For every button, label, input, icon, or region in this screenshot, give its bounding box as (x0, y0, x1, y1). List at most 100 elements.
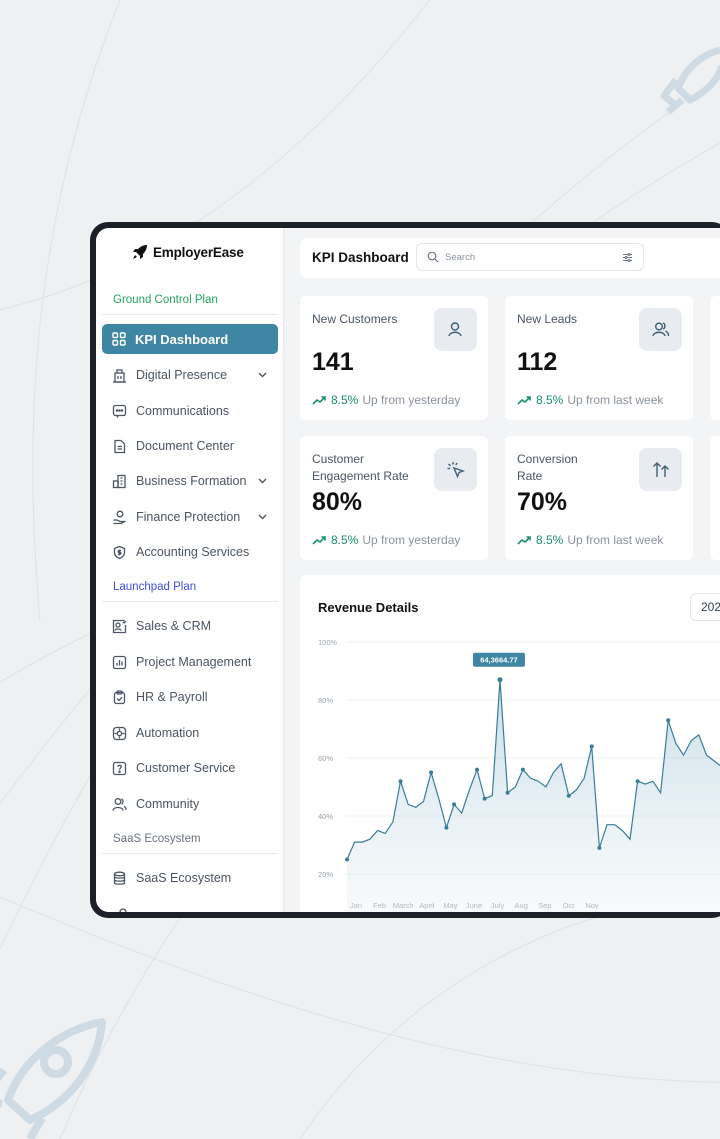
section-divider (102, 601, 278, 602)
revenue-chart: 100%80%60%40%20%JanFebMarchAprilMayJuneJ… (318, 638, 720, 912)
y-tick-label: 40% (318, 812, 333, 821)
kpi-trend-note: Up from yesterday (362, 393, 461, 407)
filter-icon[interactable] (622, 252, 633, 263)
kpi-card-partial[interactable] (710, 296, 720, 420)
data-point (635, 779, 640, 784)
database-icon (113, 871, 126, 885)
chart-title: Revenue Details (318, 600, 419, 615)
data-point (345, 857, 349, 862)
kpi-trend: 8.5% Up from yesterday (312, 533, 460, 547)
kpi-value: 112 (517, 348, 558, 376)
data-point (475, 767, 480, 772)
sidebar-item-label: KPI Dashboard (135, 331, 229, 347)
contact-card-icon (112, 619, 127, 633)
sidebar-item-label: Community (136, 797, 200, 811)
arrows-up-icon (639, 448, 682, 491)
sidebar-item-label: Accounting Services (136, 545, 250, 559)
data-point (444, 825, 449, 830)
data-point (452, 802, 457, 807)
kpi-trend: 8.5% Up from last week (517, 393, 663, 407)
rocket-illustration-top (660, 46, 720, 115)
brand-logo[interactable]: EmployerEase (132, 242, 244, 262)
highlight-point (497, 677, 503, 683)
chevron-down-icon[interactable] (257, 511, 268, 522)
kpi-trend-percent: 8.5% (331, 393, 359, 407)
sidebar-item-automation[interactable]: Automation (102, 718, 278, 748)
office-icon (112, 474, 126, 488)
search-box[interactable] (416, 243, 644, 271)
rocket-icon (133, 245, 147, 259)
sidebar-item-label: Automation (136, 726, 200, 740)
sidebar-item-label: Document Center (136, 439, 234, 453)
sidebar-item-accounting-services[interactable]: Accounting Services (102, 537, 278, 567)
cog-icon (112, 726, 127, 740)
kpi-card-conversion-rate[interactable]: Conversion Rate 70% 8.5% Up from last we… (505, 436, 693, 560)
page-title: KPI Dashboard (312, 250, 409, 265)
sidebar-item-hr-payroll[interactable]: HR & Payroll (102, 682, 278, 712)
search-input[interactable] (445, 251, 605, 263)
chevron-down-icon[interactable] (257, 475, 268, 486)
bar-chart-icon (112, 655, 127, 669)
sidebar-item-business-formation[interactable]: Business Formation (102, 466, 278, 496)
search-icon (427, 251, 439, 263)
clipboard-icon (113, 689, 126, 704)
year-select[interactable]: 202 (690, 593, 720, 621)
section-ground-control-plan: Ground Control Plan (113, 294, 218, 306)
y-tick-label: 80% (318, 696, 333, 705)
kpi-label: New Customers (312, 312, 398, 326)
sidebar-item-community[interactable]: Community (102, 789, 278, 819)
kpi-trend-note: Up from yesterday (362, 533, 461, 547)
sidebar-item-kpi-dashboard[interactable]: KPI Dashboard (102, 324, 278, 354)
user-icon (434, 308, 477, 351)
tooltip-box (472, 652, 525, 667)
kpi-card-new-leads[interactable]: New Leads 112 8.5% Up from last week (505, 296, 693, 420)
tooltip-label: 64,3664.77 (480, 656, 518, 665)
revenue-chart-card: Revenue Details 202 100%80%60%40%20%JanF… (300, 575, 720, 912)
kpi-trend-note: Up from last week (567, 393, 664, 407)
cursor-click-icon (434, 448, 477, 491)
sidebar-item-saas-ecosystem[interactable]: SaaS Ecosystem (102, 863, 278, 893)
sidebar-item-sales-crm[interactable]: Sales & CRM (102, 611, 278, 641)
sidebar-item-label: Digital Presence (136, 368, 228, 382)
trend-up-icon (312, 536, 326, 545)
kpi-value: 70% (517, 488, 568, 516)
sidebar-item-customer-service[interactable]: Customer Service (102, 753, 278, 783)
kpi-label: Conversion Rate (517, 452, 578, 483)
kpi-card-new-customers[interactable]: New Customers 141 8.5% Up from yesterday (300, 296, 488, 420)
sidebar-item-label: Business Formation (136, 474, 247, 488)
sidebar-item-label: SaaS Ecosystem (136, 871, 232, 885)
kpi-card-partial[interactable] (710, 436, 720, 560)
trend-up-icon (517, 536, 531, 545)
kpi-label: New Leads (517, 312, 578, 326)
sidebar-item-digital-presence[interactable]: Digital Presence (102, 360, 278, 390)
sidebar-item-label: Communications (136, 404, 230, 418)
brand-name: EmployerEase (153, 244, 244, 260)
kpi-card-customer-engagement-rate[interactable]: Customer Engagement Rate 80% 8.5% Up fro… (300, 436, 488, 560)
chevron-down-icon[interactable] (257, 369, 268, 380)
grid-icon (112, 332, 126, 346)
sidebar-item-label: Finance Protection (136, 510, 241, 524)
document-icon (114, 439, 126, 453)
section-saas-ecosystem: SaaS Ecosystem (113, 833, 201, 845)
y-tick-label: 60% (318, 754, 333, 763)
data-point (666, 718, 671, 723)
section-divider (102, 853, 278, 854)
users-icon (639, 308, 682, 351)
data-point (597, 845, 602, 850)
hand-coin-icon (113, 510, 126, 524)
sidebar-item-label: Sales & CRM (136, 619, 212, 633)
sidebar-item-finance-protection[interactable]: Finance Protection (102, 502, 278, 532)
top-bar: KPI Dashboard (300, 238, 720, 278)
kpi-value: 80% (312, 488, 363, 516)
help-box-icon (112, 761, 127, 775)
sidebar-item-communications[interactable]: Communications (102, 396, 278, 426)
data-point (520, 767, 525, 772)
partially-hidden-item-icon (119, 908, 127, 912)
kpi-trend: 8.5% Up from yesterday (312, 393, 460, 407)
sidebar-item-label: HR & Payroll (136, 690, 208, 704)
kpi-trend-percent: 8.5% (536, 533, 564, 547)
sidebar-item-document-center[interactable]: Document Center (102, 431, 278, 461)
kpi-trend-percent: 8.5% (331, 533, 359, 547)
app-window: EmployerEase Ground Control Plan KPI Das… (96, 228, 720, 912)
sidebar-item-project-management[interactable]: Project Management (102, 647, 278, 677)
